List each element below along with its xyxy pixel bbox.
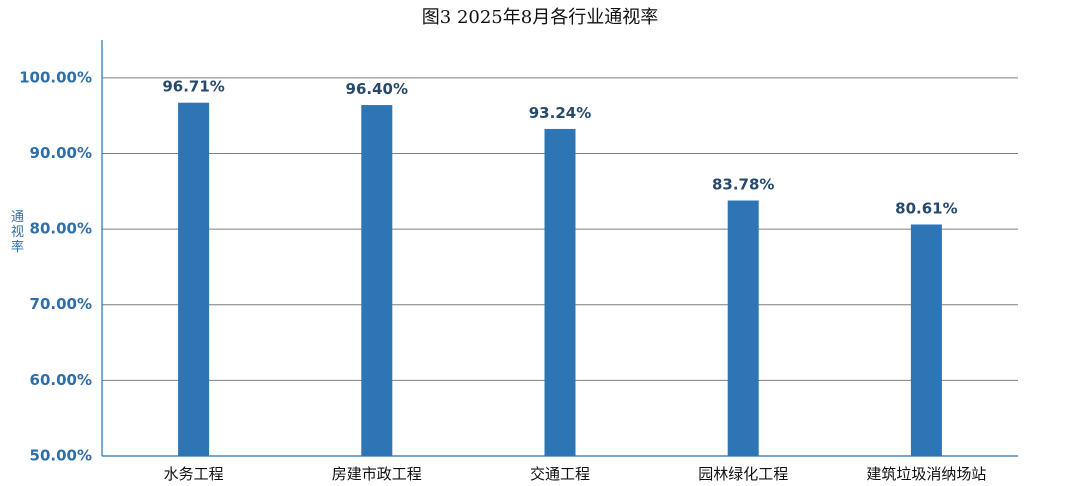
data-labels: 96.71% 96.40% 93.24% 83.78% 80.61% [162, 78, 957, 218]
bar [178, 102, 210, 456]
y-tick-label: 80.00% [30, 220, 92, 238]
bar [727, 200, 759, 456]
x-tick-label: 房建市政工程 [332, 465, 422, 483]
y-axis-title-char: 视 [11, 225, 24, 240]
bars [178, 102, 942, 456]
y-tick-label: 60.00% [30, 371, 92, 389]
bar [361, 105, 393, 456]
y-axis-title-char: 率 [11, 239, 24, 255]
bar [544, 128, 576, 456]
chart-title: 图3 2025年8月各行业通视率 [422, 7, 658, 28]
y-axis-title: 通视率 [11, 210, 24, 255]
y-tick-label: 50.00% [30, 447, 92, 465]
bar [910, 224, 942, 456]
x-tick-label: 交通工程 [530, 465, 590, 483]
data-label: 80.61% [895, 199, 957, 217]
data-label: 96.40% [346, 80, 408, 98]
x-tick-label: 园林绿化工程 [698, 465, 788, 483]
y-tick-labels: 50.00% 60.00% 70.00% 80.00% 90.00% 100.00% [19, 68, 92, 464]
y-axis-title-char: 通 [11, 210, 24, 225]
data-label: 96.71% [162, 78, 224, 96]
y-tick-label: 100.00% [19, 68, 92, 86]
x-tick-label: 水务工程 [164, 465, 224, 483]
x-tick-label: 建筑垃圾消纳场站 [866, 465, 986, 483]
y-tick-label: 70.00% [30, 295, 92, 313]
y-tick-label: 90.00% [30, 144, 92, 162]
data-label: 93.24% [529, 104, 591, 122]
data-label: 83.78% [712, 176, 774, 194]
x-tick-labels: 水务工程 房建市政工程 交通工程 园林绿化工程 建筑垃圾消纳场站 [164, 465, 987, 483]
